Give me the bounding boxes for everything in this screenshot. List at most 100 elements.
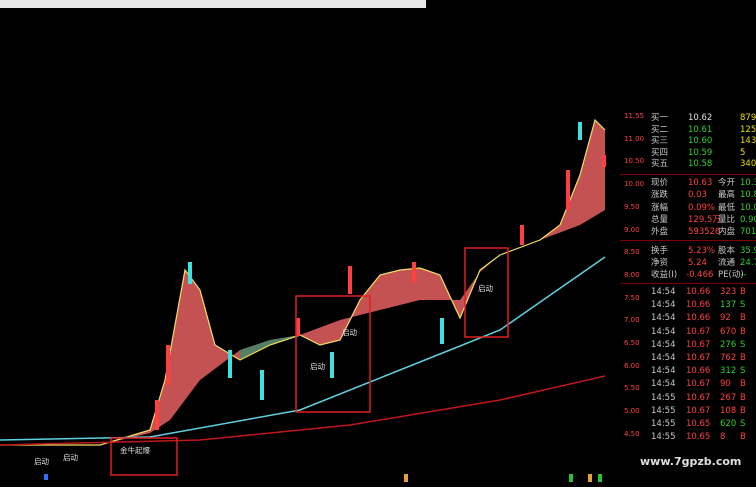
price-tick: 10.50 xyxy=(624,157,645,166)
quote-value: 10.86 xyxy=(740,190,756,201)
book-price: 10.61 xyxy=(688,124,713,135)
trade-price: 10.66 xyxy=(686,300,711,311)
quote-value: 593526 xyxy=(688,227,721,238)
trade-side: B xyxy=(740,379,746,390)
chart-area xyxy=(0,118,606,482)
trade-volume: 108 xyxy=(720,405,737,416)
candle xyxy=(440,318,444,344)
trade-time: 14:54 xyxy=(651,339,676,350)
quote-label: 今开 xyxy=(718,178,736,188)
quote-value: 0.90 xyxy=(740,214,756,225)
quote-label: 涨跌 xyxy=(651,190,669,201)
candle xyxy=(166,345,170,385)
trade-price: 10.67 xyxy=(686,405,711,416)
chart-label: 启动 xyxy=(342,328,357,337)
trade-volume: 90 xyxy=(720,379,731,390)
quote-label: 外盘 xyxy=(651,227,669,238)
quote-label: PE(动) xyxy=(718,270,744,281)
trade-side: B xyxy=(740,432,746,443)
chart-label: 启动 xyxy=(310,362,325,371)
trade-side: B xyxy=(740,353,746,363)
price-tick: 8.00 xyxy=(624,270,640,279)
trade-volume: 670 xyxy=(720,326,737,337)
candle xyxy=(602,155,606,167)
marker xyxy=(44,474,48,480)
price-tick: 6.00 xyxy=(624,361,640,370)
candle xyxy=(188,262,192,284)
marker xyxy=(569,474,573,482)
trade-time: 14:55 xyxy=(651,419,676,429)
trade-price: 10.65 xyxy=(686,419,711,429)
quote-value: 0.09% xyxy=(688,202,716,213)
candle xyxy=(155,400,159,430)
price-tick: 4.50 xyxy=(624,429,640,438)
trade-price: 10.67 xyxy=(686,379,711,390)
trade-time: 14:55 xyxy=(651,392,676,403)
quote-value: -- xyxy=(740,270,747,281)
trade-side: S xyxy=(740,366,746,377)
trade-time: 14:54 xyxy=(651,326,676,337)
ma-red xyxy=(0,375,606,446)
book-price: 10.58 xyxy=(688,159,713,169)
trade-side: B xyxy=(740,313,746,324)
marker xyxy=(404,474,408,482)
trade-price: 10.66 xyxy=(686,287,711,297)
price-tick: 5.50 xyxy=(624,384,640,393)
separator xyxy=(620,174,756,175)
separator xyxy=(620,283,756,284)
trade-side: B xyxy=(740,287,746,297)
trade-volume: 276 xyxy=(720,339,737,350)
book-label: 买三 xyxy=(651,136,669,146)
price-tick: 8.50 xyxy=(624,248,640,257)
trade-price: 10.66 xyxy=(686,313,711,324)
chart-label: 启动 xyxy=(63,453,78,462)
trade-time: 14:55 xyxy=(651,432,676,443)
candle xyxy=(566,170,570,210)
candle xyxy=(260,370,264,400)
quote-value: 10.31 xyxy=(740,178,756,188)
trade-time: 14:54 xyxy=(651,313,676,324)
price-tick: 9.50 xyxy=(624,202,640,211)
candle xyxy=(296,318,300,336)
quote-value: 5.24 xyxy=(688,257,707,268)
trade-volume: 323 xyxy=(720,287,737,297)
trade-time: 14:54 xyxy=(651,366,676,377)
trade-volume: 267 xyxy=(720,392,737,403)
price-tick: 7.50 xyxy=(624,293,640,302)
price-tick: 6.50 xyxy=(624,339,640,347)
candles xyxy=(155,122,606,430)
marker xyxy=(598,474,602,482)
quote-label: 收益(I) xyxy=(651,270,678,281)
trade-time: 14:54 xyxy=(651,287,676,297)
quote-value: 129.5万 xyxy=(688,214,721,225)
highlight-box xyxy=(110,437,178,476)
book-volume: 1438 xyxy=(740,136,756,146)
marker xyxy=(588,474,592,482)
candle xyxy=(228,350,232,378)
trade-volume: 137 xyxy=(720,300,737,311)
book-label: 买五 xyxy=(651,159,669,169)
quote-value: 35.92 xyxy=(740,245,756,256)
candle xyxy=(578,122,582,140)
candle xyxy=(412,262,416,282)
separator xyxy=(620,240,756,241)
trade-price: 10.67 xyxy=(686,392,711,403)
quote-label: 内盘 xyxy=(718,227,736,238)
trade-volume: 92 xyxy=(720,313,731,324)
book-volume: 340 xyxy=(740,159,756,169)
trade-volume: 312 xyxy=(720,366,737,377)
quote-label: 最低 xyxy=(718,202,736,213)
highlight-box xyxy=(464,247,509,338)
book-volume: 5 xyxy=(740,147,746,158)
title-bar xyxy=(0,0,426,8)
quote-label: 现价 xyxy=(651,178,669,188)
trade-volume: 620 xyxy=(720,419,737,429)
book-volume: 879 xyxy=(740,113,756,123)
quote-value: 0.03 xyxy=(688,190,707,201)
quote-label: 总量 xyxy=(651,214,669,225)
trade-time: 14:54 xyxy=(651,353,676,363)
trade-price: 10.67 xyxy=(686,339,711,350)
price-tick: 11.55 xyxy=(624,112,645,120)
book-volume: 1254 xyxy=(740,124,756,135)
trade-price: 10.66 xyxy=(686,366,711,377)
